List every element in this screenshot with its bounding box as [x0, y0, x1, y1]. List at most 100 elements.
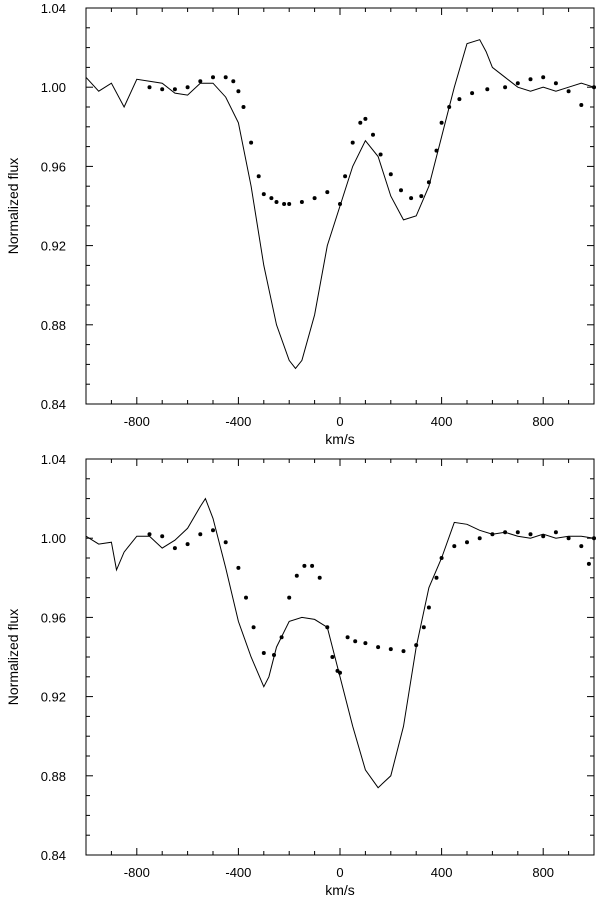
- series-point: [371, 132, 375, 137]
- series-point: [211, 528, 215, 533]
- y-tick-label: 0.92: [41, 239, 66, 254]
- x-tick-label: -800: [124, 414, 150, 429]
- series-point: [541, 534, 546, 539]
- series-point: [503, 530, 508, 535]
- series-point: [592, 85, 596, 90]
- series-point: [282, 202, 287, 206]
- y-axis-label-top: Normalized flux: [5, 158, 21, 254]
- x-axis-label-top: km/s: [325, 431, 355, 447]
- series-point: [299, 200, 304, 204]
- y-tick-label: 0.96: [41, 159, 66, 174]
- series-point: [147, 85, 152, 90]
- series-point: [249, 140, 254, 145]
- series-point: [409, 196, 414, 201]
- series-point: [566, 536, 571, 541]
- series-point: [338, 202, 342, 206]
- series-point: [185, 542, 190, 547]
- series-point: [528, 77, 533, 82]
- series-point: [421, 625, 426, 630]
- series-point: [452, 544, 457, 549]
- series-point: [376, 645, 381, 650]
- x-tick-label: 800: [532, 414, 554, 429]
- series-point: [414, 643, 419, 648]
- series-point: [256, 174, 261, 179]
- series-point: [317, 575, 322, 580]
- series-point: [579, 544, 584, 549]
- y-tick-label: 0.96: [41, 610, 66, 625]
- series-point: [325, 190, 330, 195]
- series-point: [553, 81, 558, 86]
- y-tick-label: 1.00: [41, 80, 66, 95]
- series-point: [343, 174, 348, 179]
- series-point: [426, 180, 431, 185]
- series-point: [231, 79, 236, 84]
- series-point: [279, 635, 284, 640]
- series-point: [198, 79, 203, 84]
- series-point: [457, 97, 462, 102]
- series-point: [236, 565, 241, 570]
- series-point: [401, 649, 406, 654]
- series-point: [310, 563, 315, 568]
- series-point: [541, 75, 546, 80]
- series-point: [251, 625, 256, 630]
- y-tick-label: 0.84: [41, 848, 66, 863]
- series-point: [147, 532, 152, 537]
- series-point: [325, 625, 330, 630]
- y-axis-label-bottom: Normalized flux: [5, 609, 21, 705]
- series-point: [241, 105, 246, 109]
- series-point: [553, 530, 558, 535]
- x-tick-label: 400: [431, 865, 453, 880]
- series-point: [172, 87, 177, 92]
- series-point: [160, 534, 165, 539]
- series-point: [223, 540, 228, 545]
- series-line-bottom: [85, 497, 595, 789]
- x-tick-label: -400: [225, 414, 251, 429]
- series-point: [353, 639, 358, 644]
- series-point: [350, 140, 355, 145]
- series-point: [388, 647, 393, 652]
- series-point: [269, 196, 274, 201]
- series-point: [172, 546, 177, 551]
- series-point: [338, 670, 342, 675]
- series-point: [490, 532, 495, 537]
- series-point: [363, 116, 368, 121]
- y-tick-label: 0.88: [41, 769, 66, 784]
- x-tick-label: 800: [532, 865, 554, 880]
- x-axis-label-bottom: km/s: [325, 882, 355, 898]
- series-point: [261, 651, 266, 655]
- chart-panel-top: km/s Normalized flux -800 -400 0 400 800 0.84…: [5, 1, 596, 447]
- series-point: [294, 573, 299, 578]
- x-tick-label: 0: [336, 414, 343, 429]
- series-point: [160, 87, 165, 92]
- series-point: [399, 188, 403, 193]
- series-point: [358, 120, 363, 125]
- y-tick-label: 0.92: [41, 690, 66, 705]
- series-point: [211, 75, 215, 80]
- series-point: [312, 196, 317, 201]
- series-point: [503, 85, 508, 90]
- series-point: [586, 561, 591, 566]
- series-point: [439, 556, 444, 560]
- series-point: [185, 85, 190, 90]
- y-tick-label: 1.00: [41, 531, 66, 546]
- series-point: [244, 595, 248, 600]
- series-point: [470, 91, 475, 96]
- series-point: [515, 81, 520, 86]
- x-tick-label: -800: [124, 865, 150, 880]
- series-point: [330, 655, 335, 659]
- series-point: [579, 103, 584, 107]
- series-point: [274, 200, 279, 204]
- chart-panel-bottom: km/s Normalized flux -800 -400 0 400 800 0.84…: [5, 452, 596, 898]
- series-point: [388, 172, 393, 177]
- series-point: [236, 89, 241, 94]
- series-point: [434, 148, 439, 153]
- y-tick-label: 0.84: [41, 397, 66, 412]
- x-tick-label: 0: [336, 865, 343, 880]
- series-point: [515, 530, 520, 535]
- series-point: [566, 89, 571, 94]
- series-point: [287, 202, 292, 206]
- series-point: [434, 575, 439, 580]
- plot-frame-bottom: [85, 458, 595, 856]
- series-point: [439, 120, 444, 125]
